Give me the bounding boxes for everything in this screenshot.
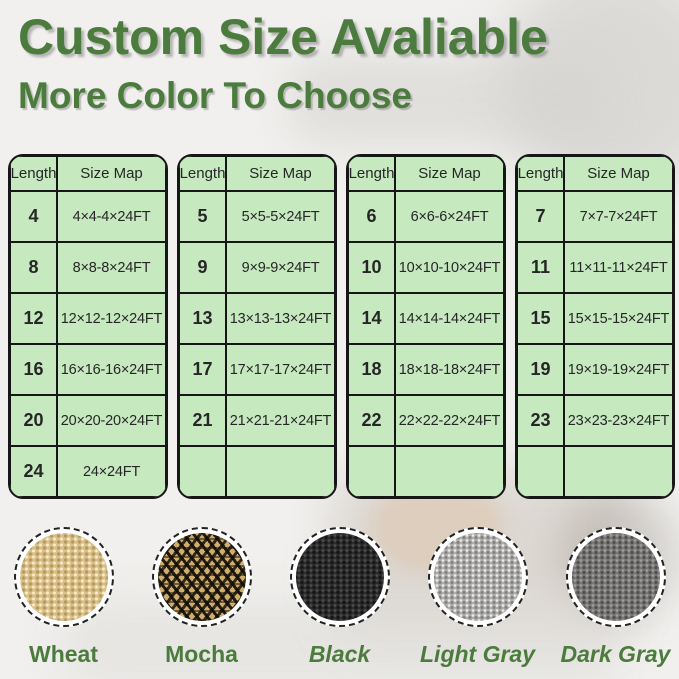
column-header-length: Length bbox=[517, 156, 564, 191]
swatch-ring-light-gray bbox=[427, 527, 528, 627]
size-map-cell: 6×6-6×24FT bbox=[395, 191, 504, 242]
size-map-cell: 24×24FT bbox=[57, 446, 166, 497]
swatch-wheat: Wheat bbox=[13, 527, 114, 668]
length-cell: 8 bbox=[10, 242, 57, 293]
swatch-ring-wheat bbox=[13, 527, 114, 627]
column-header-size-map: Size Map bbox=[57, 156, 166, 191]
length-cell: 13 bbox=[179, 293, 226, 344]
length-cell: 5 bbox=[179, 191, 226, 242]
swatch-black: Black bbox=[289, 527, 390, 668]
size-map-cell: 16×16-16×24FT bbox=[57, 344, 166, 395]
length-cell: 20 bbox=[10, 395, 57, 446]
size-map-cell: 13×13-13×24FT bbox=[226, 293, 335, 344]
length-cell: 4 bbox=[10, 191, 57, 242]
length-cell: 19 bbox=[517, 344, 564, 395]
size-table-2: Length Size Map 5 5×5-5×24FT 9 9×9-9×24FT 13 13… bbox=[177, 154, 337, 499]
page-subtitle: More Color To Choose bbox=[18, 75, 412, 116]
length-cell: 21 bbox=[179, 395, 226, 446]
size-map-cell bbox=[395, 446, 504, 497]
length-cell: 11 bbox=[517, 242, 564, 293]
size-map-cell: 17×17-17×24FT bbox=[226, 344, 335, 395]
black-fabric-swatch bbox=[295, 533, 384, 621]
size-map-cell: 15×15-15×24FT bbox=[564, 293, 673, 344]
length-cell: 23 bbox=[517, 395, 564, 446]
size-map-cell: 19×19-19×24FT bbox=[564, 344, 673, 395]
swatch-light-gray: Light Gray bbox=[420, 527, 535, 668]
size-map-cell bbox=[564, 446, 673, 497]
swatch-label-black: Black bbox=[308, 641, 371, 667]
length-cell: 22 bbox=[348, 395, 395, 446]
length-cell bbox=[179, 446, 226, 497]
size-map-cell: 14×14-14×24FT bbox=[395, 293, 504, 344]
mocha-fabric-swatch bbox=[157, 533, 246, 621]
size-map-cell: 9×9-9×24FT bbox=[226, 242, 335, 293]
length-cell: 9 bbox=[179, 242, 226, 293]
size-map-cell: 12×12-12×24FT bbox=[57, 293, 166, 344]
length-cell: 14 bbox=[348, 293, 395, 344]
column-header-length: Length bbox=[348, 156, 395, 191]
size-map-cell: 11×11-11×24FT bbox=[564, 242, 673, 293]
size-map-cell: 22×22-22×24FT bbox=[395, 395, 504, 446]
size-tables: Length Size Map 4 4×4-4×24FT 8 8×8-8×24FT 12 12… bbox=[8, 154, 675, 499]
swatch-label-mocha: Mocha bbox=[165, 641, 238, 667]
swatch-mocha: Mocha bbox=[151, 527, 252, 668]
length-cell: 17 bbox=[179, 344, 226, 395]
column-header-size-map: Size Map bbox=[395, 156, 504, 191]
swatch-ring-black bbox=[289, 527, 390, 627]
length-cell: 24 bbox=[10, 446, 57, 497]
page-title: Custom Size Avaliable bbox=[18, 9, 548, 65]
size-map-cell: 21×21-21×24FT bbox=[226, 395, 335, 446]
length-cell bbox=[517, 446, 564, 497]
swatch-dark-gray: Dark Gray bbox=[561, 527, 670, 668]
size-map-cell: 18×18-18×24FT bbox=[395, 344, 504, 395]
size-table-1: Length Size Map 4 4×4-4×24FT 8 8×8-8×24FT 12 12… bbox=[8, 154, 168, 499]
swatch-ring-dark-gray bbox=[565, 527, 666, 627]
length-cell: 10 bbox=[348, 242, 395, 293]
column-header-size-map: Size Map bbox=[226, 156, 335, 191]
size-table-4: Length Size Map 7 7×7-7×24FT 11 11×11-11×24FT… bbox=[515, 154, 675, 499]
column-header-length: Length bbox=[179, 156, 226, 191]
swatch-ring-mocha bbox=[151, 527, 252, 627]
length-cell: 18 bbox=[348, 344, 395, 395]
swatch-label-wheat: Wheat bbox=[29, 641, 98, 667]
length-cell: 7 bbox=[517, 191, 564, 242]
length-cell bbox=[348, 446, 395, 497]
size-map-cell bbox=[226, 446, 335, 497]
column-header-size-map: Size Map bbox=[564, 156, 673, 191]
size-map-cell: 20×20-20×24FT bbox=[57, 395, 166, 446]
size-map-cell: 10×10-10×24FT bbox=[395, 242, 504, 293]
dark-gray-fabric-swatch bbox=[571, 533, 660, 621]
light-gray-fabric-swatch bbox=[433, 533, 522, 621]
swatch-label-light-gray: Light Gray bbox=[420, 641, 536, 667]
column-header-length: Length bbox=[10, 156, 57, 191]
size-map-cell: 7×7-7×24FT bbox=[564, 191, 673, 242]
size-map-cell: 23×23-23×24FT bbox=[564, 395, 673, 446]
length-cell: 12 bbox=[10, 293, 57, 344]
size-map-cell: 8×8-8×24FT bbox=[57, 242, 166, 293]
wheat-fabric-swatch bbox=[19, 533, 108, 621]
color-swatches: Wheat Mocha Black Light Gray Dark Gray bbox=[0, 527, 679, 668]
size-map-cell: 4×4-4×24FT bbox=[57, 191, 166, 242]
length-cell: 16 bbox=[10, 344, 57, 395]
size-map-cell: 5×5-5×24FT bbox=[226, 191, 335, 242]
length-cell: 15 bbox=[517, 293, 564, 344]
size-table-3: Length Size Map 6 6×6-6×24FT 10 10×10-10×24FT… bbox=[346, 154, 506, 499]
swatch-label-dark-gray: Dark Gray bbox=[560, 641, 671, 667]
length-cell: 6 bbox=[348, 191, 395, 242]
